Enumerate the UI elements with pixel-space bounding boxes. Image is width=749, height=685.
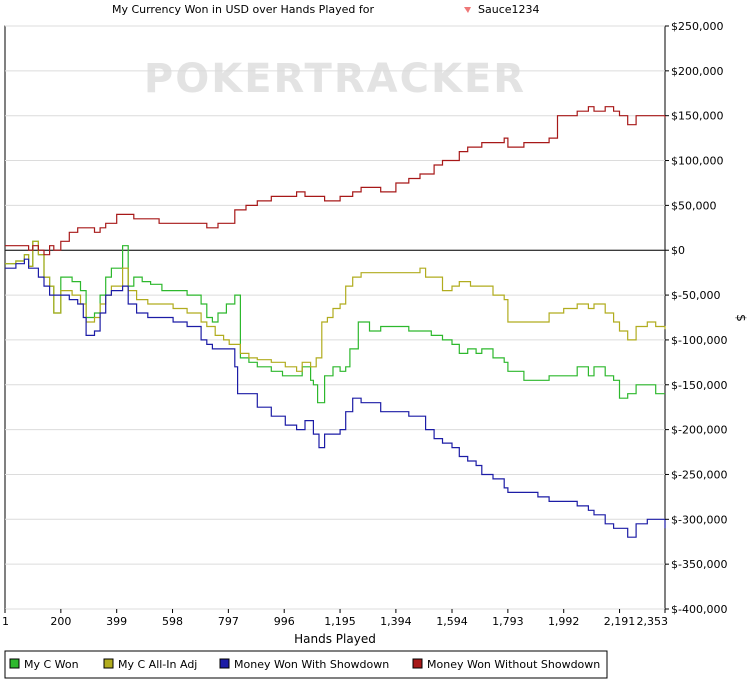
pokertracker-watermark: POKERTRACKER (144, 56, 526, 102)
y-tick-label: $200,000 (671, 65, 724, 78)
x-tick-label: 2,353 (637, 615, 669, 628)
legend-label: Money Won Without Showdown (427, 658, 600, 671)
series-line-2 (5, 240, 666, 372)
y-tick-label: $-350,000 (671, 558, 727, 571)
x-axis-ticks: 1 200 399 598 797 996 1,195 1,394 1,594 1,793 1,99… (2, 609, 668, 628)
y-axis-label: $ (734, 314, 748, 322)
chart-title: My Currency Won in USD over Hands Played… (112, 3, 375, 16)
x-axis-label: Hands Played (294, 632, 376, 646)
legend-swatch (9, 658, 20, 669)
legend-swatch (219, 658, 230, 669)
y-tick-label: $-200,000 (671, 424, 727, 437)
player-name: Sauce1234 (478, 3, 540, 16)
x-tick-label: 2,191 (604, 615, 636, 628)
x-tick-label: 1 (2, 615, 9, 628)
y-tick-label: $-50,000 (671, 289, 720, 302)
x-tick-label: 1,594 (436, 615, 468, 628)
legend-swatch (412, 658, 423, 669)
x-tick-label: 797 (218, 615, 239, 628)
y-tick-label: $-150,000 (671, 379, 727, 392)
y-tick-label: $-400,000 (671, 603, 727, 616)
player-icon (464, 7, 471, 13)
legend-label: Money Won With Showdown (234, 658, 389, 671)
legend-swatch (103, 658, 114, 669)
legend-label: My C All-In Adj (118, 658, 197, 671)
player-badge: Sauce1234 (464, 3, 540, 16)
series-lines (5, 106, 666, 538)
legend-items: My C Won My C All-In Adj Money Won With Sh… (9, 658, 600, 671)
y-tick-label: $50,000 (671, 199, 717, 212)
y-tick-label: $-100,000 (671, 334, 727, 347)
y-tick-label: $-250,000 (671, 468, 727, 481)
legend-label: My C Won (24, 658, 79, 671)
x-tick-label: 598 (162, 615, 183, 628)
y-tick-label: $0 (671, 244, 685, 257)
x-tick-label: 1,394 (380, 615, 412, 628)
x-tick-label: 200 (50, 615, 71, 628)
y-tick-label: $150,000 (671, 110, 724, 123)
x-tick-label: 1,195 (324, 615, 356, 628)
y-tick-label: $250,000 (671, 20, 724, 33)
plot-area (4, 25, 666, 610)
x-tick-label: 399 (106, 615, 127, 628)
y-axis-ticks: $250,000 $200,000 $150,000 $100,000 $50,000 $… (665, 20, 727, 616)
y-tick-label: $-300,000 (671, 513, 727, 526)
series-line-4 (5, 106, 666, 256)
y-tick-label: $100,000 (671, 155, 724, 168)
x-tick-label: 1,992 (548, 615, 580, 628)
x-tick-label: 1,793 (492, 615, 524, 628)
series-line-3 (5, 258, 666, 538)
x-tick-label: 996 (274, 615, 295, 628)
